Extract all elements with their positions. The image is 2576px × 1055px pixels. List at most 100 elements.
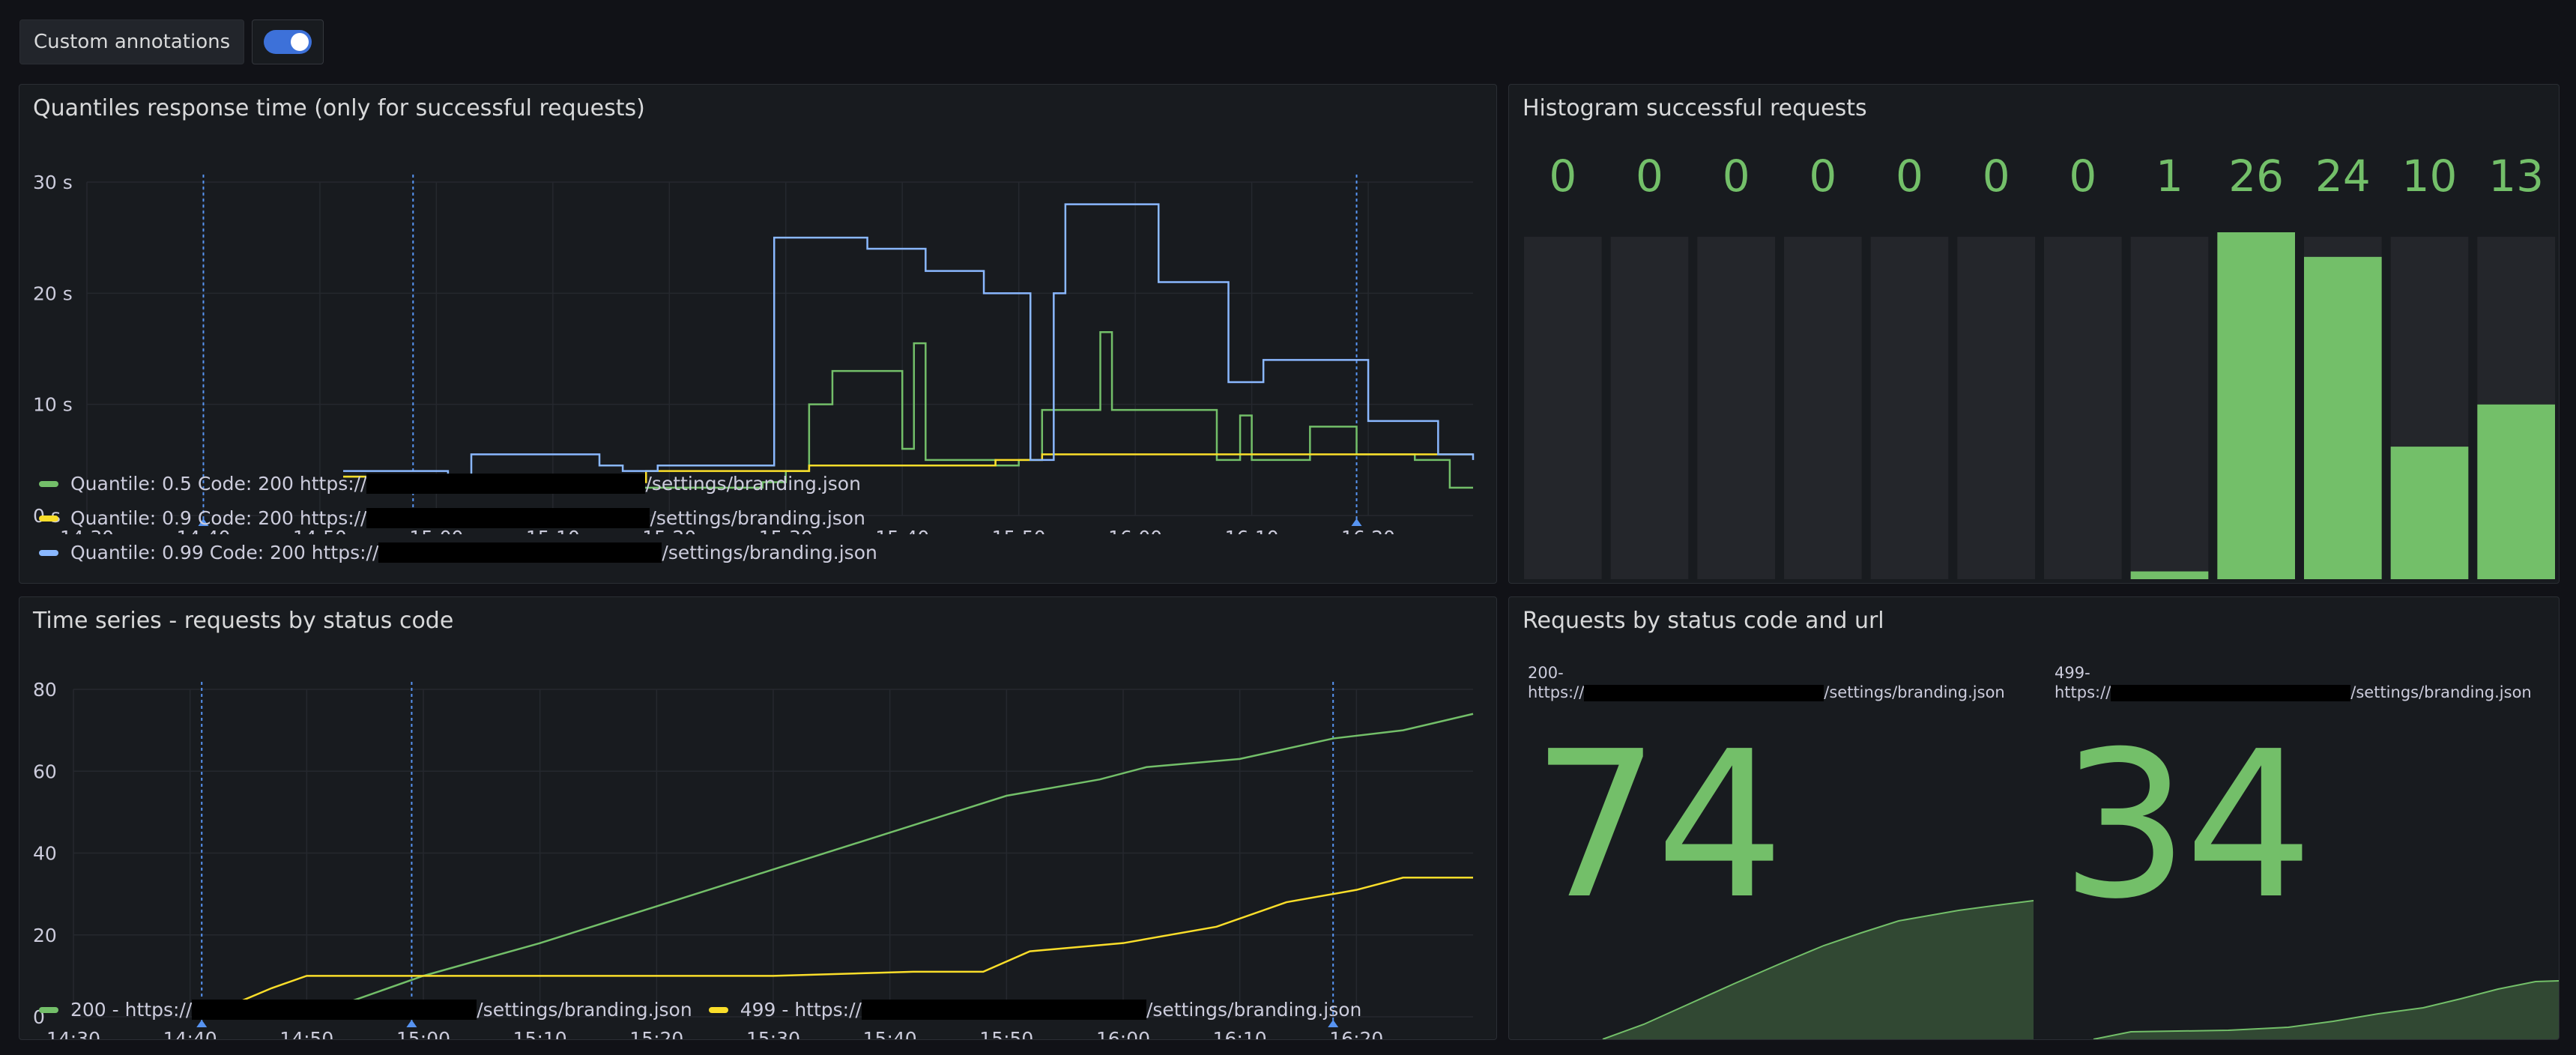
legend-suffix: /settings/branding.json — [645, 473, 861, 495]
x-tick-label: 15:50 — [979, 1028, 1033, 1040]
legend-swatch — [39, 549, 58, 556]
stat-sparklines — [1602, 900, 2559, 1039]
x-tick-label: 14:30 — [60, 527, 114, 534]
y-tick-label: 10 s — [33, 394, 73, 416]
histogram-bar-track — [1524, 237, 1602, 579]
series-line-499 — [213, 877, 1473, 1014]
x-tick-label: 16:00 — [1108, 527, 1162, 534]
annotation-marker-icon — [198, 519, 209, 526]
x-tick-label: 14:50 — [279, 1028, 333, 1040]
custom-annotations-label: Custom annotations — [19, 19, 245, 64]
redacted-host — [861, 1000, 1146, 1020]
panel-title[interactable]: Quantiles response time (only for succes… — [33, 95, 645, 121]
histogram-bar-track — [2044, 237, 2122, 579]
y-tick-label: 60 — [33, 761, 57, 782]
legend-swatch — [39, 1006, 58, 1013]
annotation-marker-icon — [1351, 519, 1362, 526]
histogram-chart[interactable]: 00.00500.0100.02500.0500.100.2500.511262… — [1509, 130, 2560, 579]
x-tick-label: 16:20 — [1329, 1028, 1383, 1040]
histogram-value-label: 0 — [1983, 151, 2010, 202]
redacted-host — [378, 542, 662, 563]
redacted-host — [2111, 685, 2351, 701]
x-tick-label: 15:20 — [629, 1028, 683, 1040]
x-tick-label: 15:40 — [863, 1028, 917, 1040]
x-tick-label: 15:30 — [746, 1028, 800, 1040]
histogram-value-label: 0 — [2069, 151, 2096, 202]
histogram-value-label: 0 — [1896, 151, 1923, 202]
panel-title[interactable]: Time series - requests by status code — [33, 608, 454, 634]
stat-label-line1: 200- — [1528, 664, 1564, 682]
annotation-marker-icon — [406, 1020, 417, 1027]
redacted-host — [366, 474, 646, 494]
histogram-bar-2.5 — [2217, 232, 2295, 579]
stat-value-499: 34 — [2061, 707, 2314, 943]
toggle-knob — [291, 33, 309, 51]
panel-title[interactable]: Requests by status code and url — [1523, 608, 1884, 634]
histogram-value-label: 0 — [1636, 151, 1663, 202]
histogram-value-label: 13 — [2488, 151, 2544, 202]
legend-item-q099[interactable]: Quantile: 0.99 Code: 200 https:// /setti… — [39, 542, 877, 563]
toggle-switch[interactable] — [264, 30, 312, 54]
x-tick-label: 15:10 — [513, 1028, 567, 1040]
x-tick-label: 15:00 — [409, 527, 463, 534]
histogram-bar-track — [1610, 237, 1689, 579]
y-tick-label: 20 — [33, 925, 57, 946]
histogram-bar-1 — [2130, 571, 2209, 579]
legend-suffix: /settings/branding.json — [650, 507, 865, 529]
sparkline-line-499 — [2093, 980, 2559, 1039]
legend-item-q05[interactable]: Quantile: 0.5 Code: 200 https:// /settin… — [39, 473, 861, 495]
legend-swatch — [39, 515, 58, 522]
stat-label-line2: https:// /settings/branding.json — [2055, 683, 2532, 702]
histogram-bar-track — [1957, 237, 2035, 579]
legend-label: 499 - https:// — [740, 999, 862, 1021]
histogram-bar-track — [1784, 237, 1862, 579]
histogram-value-label: 0 — [1809, 151, 1836, 202]
stat-panel: Requests by status code and url 200- htt… — [1508, 596, 2560, 1040]
legend-suffix: /settings/branding.json — [477, 999, 692, 1021]
histogram-value-label: 24 — [2315, 151, 2371, 202]
histogram-value-label: 0 — [1549, 151, 1576, 202]
redacted-host — [1584, 685, 1824, 701]
histogram-bar-10 — [2390, 447, 2469, 579]
stat-label-200: 200- https:// /settings/branding.json — [1528, 663, 2005, 702]
histogram-value-label: 1 — [2156, 151, 2183, 202]
series-line-200 — [318, 713, 1474, 1014]
quantiles-chart[interactable]: 0 s10 s20 s30 s14:3014:4014:5015:0015:10… — [19, 145, 1497, 534]
stat-label-prefix: https:// — [2055, 683, 2111, 701]
panel-title[interactable]: Histogram successful requests — [1523, 95, 1867, 121]
sparkline-area-499 — [2093, 981, 2559, 1039]
stat-label-line1: 499- — [2055, 664, 2090, 682]
legend-swatch — [39, 480, 58, 487]
histogram-bar-track — [1870, 237, 1949, 579]
histogram-bar-5 — [2304, 256, 2382, 579]
legend-label: Quantile: 0.9 Code: 200 https:// — [70, 507, 367, 529]
legend-item-200[interactable]: 200 - https:// /settings/branding.json 4… — [39, 999, 1361, 1021]
x-tick-label: 14:50 — [293, 527, 347, 534]
histogram-value-label: 0 — [1723, 151, 1750, 202]
x-tick-label: 14:40 — [163, 1028, 217, 1040]
annotations-toolbar: Custom annotations — [19, 19, 324, 64]
stat-label-suffix: /settings/branding.json — [2350, 683, 2532, 701]
x-tick-label: 15:50 — [992, 527, 1046, 534]
annotation-marker-icon — [196, 1020, 208, 1027]
sparkline-area-200 — [1603, 901, 2034, 1039]
x-tick-label: 15:10 — [526, 527, 580, 534]
x-tick-label: 14:40 — [176, 527, 230, 534]
legend-item-q09[interactable]: Quantile: 0.9 Code: 200 https:// /settin… — [39, 507, 865, 529]
custom-annotations-toggle[interactable] — [252, 19, 324, 64]
x-tick-label: 15:20 — [642, 527, 696, 534]
stat-label-prefix: https:// — [1528, 683, 1585, 701]
legend-label: Quantile: 0.99 Code: 200 https:// — [70, 542, 379, 563]
redacted-host — [192, 1000, 477, 1020]
y-tick-label: 80 — [33, 679, 57, 701]
y-tick-label: 30 s — [33, 172, 73, 193]
sparkline-line-200 — [1602, 900, 2034, 1039]
stat-label-line2: https:// /settings/branding.json — [1528, 683, 2005, 702]
legend-label: Quantile: 0.5 Code: 200 https:// — [70, 473, 367, 495]
histogram-value-label: 26 — [2228, 151, 2284, 202]
histogram-value-label: 10 — [2402, 151, 2458, 202]
x-tick-label: 15:30 — [759, 527, 813, 534]
stat-label-499: 499- https:// /settings/branding.json — [2055, 663, 2532, 702]
